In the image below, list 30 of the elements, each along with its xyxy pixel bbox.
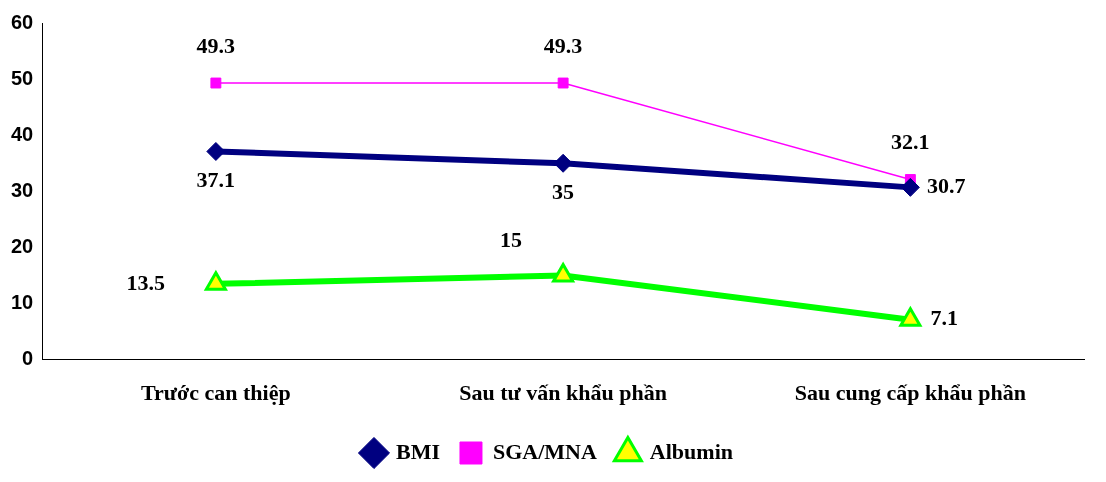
data-label: 7.1 (930, 305, 959, 331)
y-tick-label: 50 (11, 66, 34, 89)
y-tick-label: 60 (11, 10, 34, 33)
x-tick-label: Trước can thiệp (141, 380, 291, 406)
point (899, 307, 922, 327)
point (206, 141, 226, 161)
legend-label: SGA/MNA (492, 438, 597, 464)
y-tick-label: 20 (11, 234, 34, 257)
data-label: 30.7 (927, 173, 966, 199)
point (557, 77, 569, 89)
y-tick-label: 40 (11, 122, 34, 145)
legend-label: Albumin (649, 438, 734, 464)
data-label: 37.1 (196, 167, 236, 193)
y-tick-label: 10 (11, 291, 34, 314)
data-label: 13.5 (126, 269, 166, 295)
data-label: 35 (552, 178, 575, 204)
data-label: 49.3 (196, 32, 236, 58)
legend-label: BMI (395, 438, 440, 464)
point (210, 77, 222, 89)
x-tick-label: Sau cung cấp khẩu phần (794, 380, 1026, 406)
point (900, 177, 920, 197)
x-tick-label: Sau tư vấn khẩu phần (459, 380, 667, 406)
point (204, 271, 227, 291)
data-label: 32.1 (891, 129, 930, 155)
data-label: 15 (500, 227, 523, 253)
data-label: 49.3 (543, 32, 583, 58)
y-tick-label: 0 (22, 347, 34, 370)
point (553, 153, 573, 173)
point (552, 262, 575, 283)
y-tick-label: 30 (11, 178, 34, 201)
